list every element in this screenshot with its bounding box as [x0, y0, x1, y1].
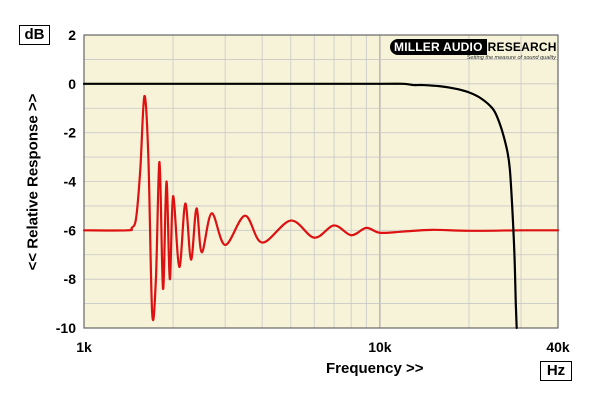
- y-tick-label: -2: [64, 125, 77, 141]
- y-tick-label: -6: [64, 222, 77, 238]
- x-tick-label: 1k: [76, 339, 92, 355]
- x-unit-label: Hz: [540, 361, 572, 381]
- y-tick-label: 2: [68, 27, 76, 43]
- y-tick-label: 0: [68, 76, 76, 92]
- series-line-black: [82, 82, 518, 330]
- brand-logo: MILLER AUDIO RESEARCH Setting the measure…: [390, 39, 557, 61]
- y-unit-label: dB: [19, 25, 50, 45]
- y-axis-title: << Relative Response >>: [24, 93, 42, 271]
- logo-name-part2: RESEARCH: [487, 40, 557, 54]
- series-line-red: [82, 94, 560, 322]
- x-tick-label: 10k: [368, 339, 392, 355]
- x-tick-label: 40k: [546, 339, 570, 355]
- y-tick-label: -4: [64, 174, 77, 190]
- logo-tagline: Setting the measure of sound quality: [466, 55, 556, 61]
- y-tick-label: -10: [56, 320, 76, 336]
- logo-name-part1: MILLER AUDIO: [390, 39, 487, 55]
- x-axis-title: Frequency >>: [326, 360, 424, 377]
- y-tick-label: -8: [64, 271, 77, 287]
- plot-frame: [83, 34, 559, 329]
